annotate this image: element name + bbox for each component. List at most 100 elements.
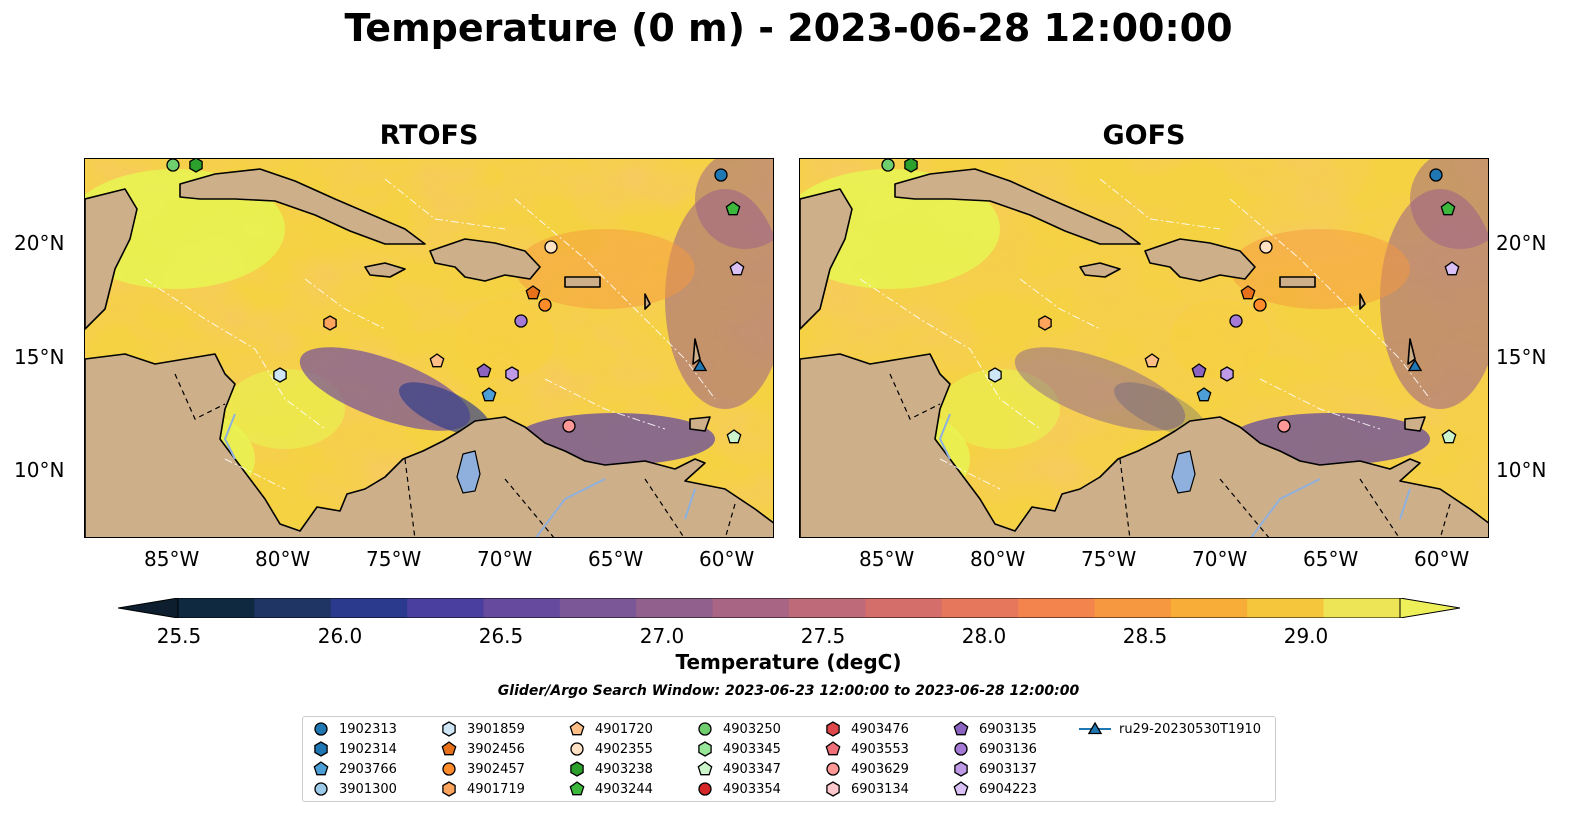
float-marker [505,366,519,382]
legend-marker-icon [698,722,712,736]
float-marker [692,358,708,372]
legend-item: 4903354 [695,779,781,799]
legend-marker-icon [1087,721,1103,735]
colorbar-segment [178,598,255,618]
colorbar-tick-label: 25.5 [156,624,202,648]
legend-marker-icon [697,761,713,776]
landmass [800,168,1488,537]
figure-title: Temperature (0 m) - 2023-06-28 12:00:00 [344,6,1233,50]
colorbar-segment [1170,598,1248,618]
float-marker [1444,261,1460,276]
float-marker [904,159,918,173]
legend-label: 4903476 [851,721,909,737]
longitude-tick-label: 80°W [255,547,311,571]
latitude-tick-label: 10°N [14,458,65,482]
legend-item: 3901300 [311,779,397,799]
legend-item: 4903553 [823,739,909,759]
float-marker [1429,168,1443,182]
longitude-tick-label: 65°W [588,547,644,571]
legend-item: 4901719 [439,779,525,799]
legend-item: 3901859 [439,719,525,739]
float-marker [1440,201,1456,216]
colorbar-label: Temperature (degC) [675,650,902,674]
legend-item: 6903137 [951,759,1037,779]
float-marker [1253,298,1267,312]
legend-marker-icon [314,782,328,796]
colorbar-segment [407,598,484,618]
legend-label: 4901720 [595,721,653,737]
legend: 1902313 1902314 2903766 3901300 3901859 39024… [302,716,1276,802]
float-marker [1038,315,1052,331]
legend-label: ru29-20230530T1910 [1119,721,1262,737]
legend-label: 4903553 [851,741,909,757]
longitude-tick-label: 75°W [366,547,422,571]
longitude-tick-label: 60°W [699,547,755,571]
colorbar-tick-label: 28.0 [961,624,1007,648]
float-marker [476,363,492,378]
legend-marker-icon [953,781,969,796]
map-gofs [799,158,1489,538]
legend-marker-icon [569,721,585,736]
float-marker [988,367,1002,383]
legend-item: 6904223 [951,779,1037,799]
legend-label: 6903134 [851,781,909,797]
float-marker [1220,366,1234,382]
lake-maracaibo [1171,450,1196,494]
latitude-tick-label: 20°N [1496,231,1547,255]
colorbar-tick-label: 27.0 [639,624,685,648]
lake-maracaibo [456,450,481,494]
legend-marker-icon [698,741,712,757]
legend-label: 3902457 [467,761,525,777]
longitude-tick-label: 80°W [970,547,1026,571]
float-marker [881,159,895,172]
legend-label: 4903244 [595,781,653,797]
legend-item: 6903134 [823,779,909,799]
longitude-tick-label: 70°W [477,547,533,571]
colorbar-segment [1018,598,1095,618]
legend-item: 2903766 [311,759,397,779]
legend-marker-icon [698,782,712,796]
rivers [938,413,1411,537]
float-marker [544,240,558,254]
colorbar-segment [636,598,714,618]
colorbar-segment [941,598,1019,618]
float-marker [562,419,576,433]
legend-item: ru29-20230530T1910 [1079,719,1261,739]
legend-marker-icon [953,721,969,736]
legend-marker-icon [442,762,456,776]
legend-item: 1902314 [311,739,397,759]
float-marker [1407,358,1423,372]
legend-label: 1902313 [339,721,397,737]
legend-marker-icon [442,781,456,797]
float-marker [1229,314,1243,328]
legend-item: 4901720 [567,719,653,739]
legend-label: 4903347 [723,761,781,777]
longitude-tick-label: 70°W [1192,547,1248,571]
legend-marker-icon [826,762,840,776]
colorbar-tick-label: 29.0 [1283,624,1329,648]
legend-marker-icon [442,721,456,737]
float-marker [729,261,745,276]
legend-label: 4902355 [595,741,653,757]
colorbar-tick-label: 26.5 [478,624,524,648]
float-marker [1240,285,1256,300]
legend-marker-icon [570,761,584,777]
map-rtofs [84,158,774,538]
colorbar-segment [789,598,866,618]
legend-item: 4903250 [695,719,781,739]
legend-label: 4903250 [723,721,781,737]
float-marker [166,159,180,172]
latitude-tick-label: 10°N [1496,458,1547,482]
legend-label: 3901859 [467,721,525,737]
colorbar-tick-label: 28.5 [1122,624,1168,648]
float-marker [538,298,552,312]
legend-label: 4903629 [851,761,909,777]
longitude-tick-label: 85°W [859,547,915,571]
legend-item: 4902355 [567,739,653,759]
float-marker [1277,419,1291,433]
float-marker [481,387,497,402]
legend-label: 4903354 [723,781,781,797]
bathymetry-contours [859,178,1431,490]
colorbar-segment [712,598,790,618]
legend-item: 3902457 [439,759,525,779]
